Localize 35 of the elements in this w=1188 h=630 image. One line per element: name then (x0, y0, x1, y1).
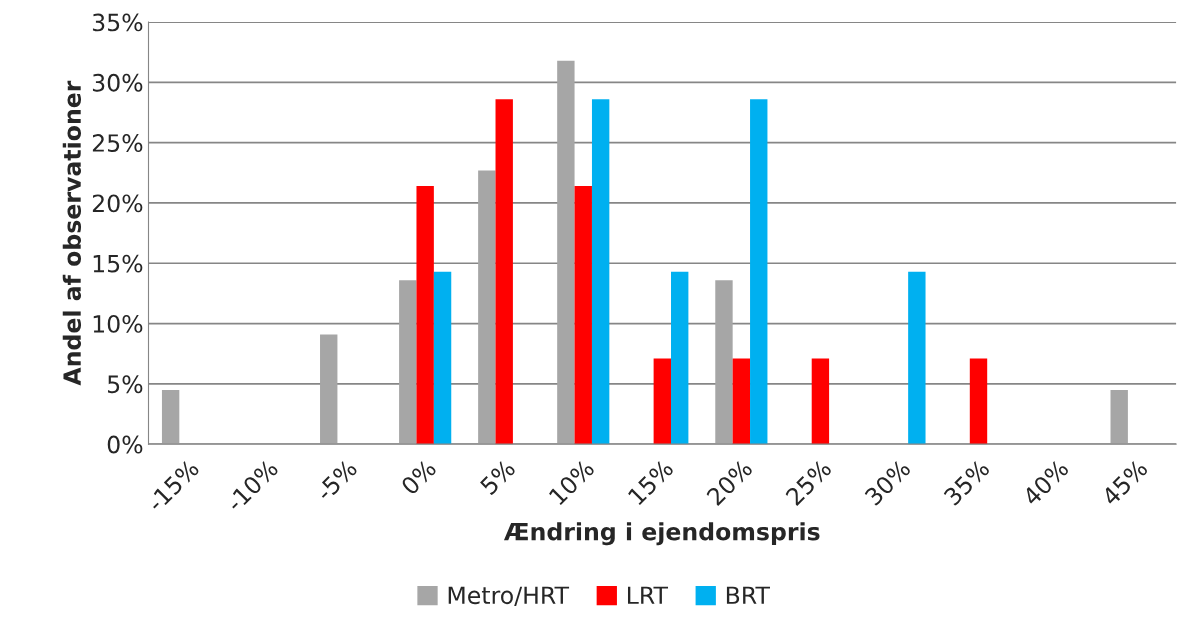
y-tick-label: 20% (92, 194, 143, 213)
y-tick-label: 5% (108, 375, 143, 394)
bar (399, 280, 417, 445)
y-tick-label: 15% (93, 254, 143, 273)
bar (653, 358, 672, 445)
bar (811, 358, 830, 445)
legend-label: BRT (726, 586, 770, 604)
y-tick-label: 25% (92, 134, 143, 152)
bar (715, 280, 733, 445)
bar (1110, 389, 1128, 445)
legend-label: Metro/HRT (448, 586, 570, 607)
bar (969, 358, 988, 445)
x-axis-title: Ændring i ejendomspris (503, 522, 820, 546)
y-tick-label: 10% (93, 315, 143, 333)
bar (908, 271, 926, 445)
bar (732, 358, 751, 445)
bar (750, 99, 768, 445)
bar (574, 186, 592, 445)
y-axis-title: Andel af observationer (62, 80, 82, 386)
bar (320, 334, 338, 445)
bar (557, 60, 575, 445)
bar (495, 99, 513, 445)
x-tick-label: 0% (400, 458, 438, 496)
bar (161, 389, 180, 445)
bar (416, 186, 434, 445)
y-tick-label: 30% (92, 73, 143, 92)
bar (433, 271, 452, 445)
x-tick-label: -5% (314, 458, 359, 502)
bar (671, 271, 689, 445)
bar (478, 170, 496, 445)
x-tick-label: 5% (479, 458, 517, 496)
y-tick-label: 0% (107, 435, 143, 454)
legend-label: LRT (627, 586, 669, 604)
bar (591, 99, 610, 445)
y-tick-label: 35% (92, 13, 143, 32)
